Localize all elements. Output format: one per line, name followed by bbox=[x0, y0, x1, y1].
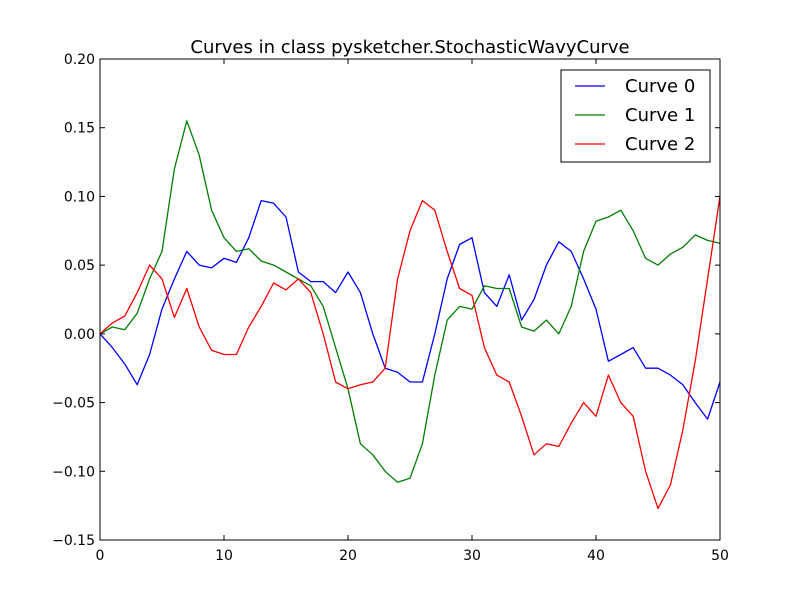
x-tick-label: 40 bbox=[587, 548, 605, 564]
legend-label-2: Curve 2 bbox=[625, 134, 695, 155]
series-layer bbox=[99, 120, 721, 510]
series-line-1 bbox=[99, 120, 721, 483]
y-tick-label: 0.15 bbox=[64, 121, 95, 137]
legend-label-0: Curve 0 bbox=[625, 76, 695, 97]
x-tick-label: 10 bbox=[215, 548, 233, 564]
axes-frame bbox=[99, 58, 721, 541]
x-tick-label: 50 bbox=[711, 548, 729, 564]
y-tick-label: 0.00 bbox=[64, 327, 95, 343]
x-tick-label: 0 bbox=[96, 548, 105, 564]
x-tick-label: 20 bbox=[339, 548, 357, 564]
chart-title: Curves in class pysketcher.StochasticWav… bbox=[190, 37, 629, 58]
legend-box bbox=[560, 69, 711, 163]
ticks: 0 10 20 30 40 50 −0.15 −0.10 −0.05 0.00 0.05 0.10 0.… bbox=[52, 52, 729, 564]
series-line-0 bbox=[99, 199, 721, 420]
y-tick-label: −0.15 bbox=[52, 533, 95, 549]
legend-label-1: Curve 1 bbox=[625, 105, 695, 126]
y-tick-label: 0.10 bbox=[64, 189, 95, 205]
y-tick-label: 0.05 bbox=[64, 258, 95, 274]
y-tick-label: −0.10 bbox=[52, 464, 95, 480]
x-tick-label: 30 bbox=[463, 548, 481, 564]
legend: Curve 0 Curve 1 Curve 2 bbox=[560, 69, 711, 163]
y-tick-label: −0.05 bbox=[52, 396, 95, 412]
y-tick-label: 0.20 bbox=[64, 52, 95, 68]
series-line-2 bbox=[99, 196, 721, 510]
